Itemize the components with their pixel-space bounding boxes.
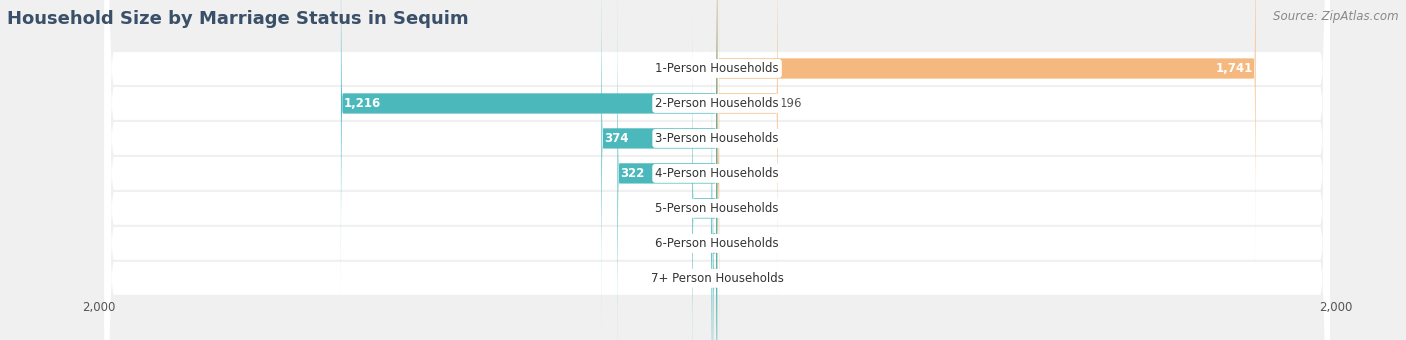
FancyBboxPatch shape (104, 0, 1330, 340)
FancyBboxPatch shape (717, 0, 720, 340)
Text: Household Size by Marriage Status in Sequim: Household Size by Marriage Status in Seq… (7, 10, 468, 28)
Text: 19: 19 (693, 237, 709, 250)
FancyBboxPatch shape (717, 0, 1256, 268)
Text: 1-Person Households: 1-Person Households (655, 62, 779, 75)
Text: 0: 0 (727, 202, 734, 215)
FancyBboxPatch shape (692, 9, 717, 340)
FancyBboxPatch shape (711, 44, 717, 340)
FancyBboxPatch shape (617, 0, 717, 340)
FancyBboxPatch shape (713, 79, 717, 340)
FancyBboxPatch shape (602, 0, 717, 338)
Text: 0: 0 (727, 272, 734, 285)
FancyBboxPatch shape (104, 0, 1330, 340)
Legend: Family, Nonfamily: Family, Nonfamily (634, 339, 800, 340)
Text: Source: ZipAtlas.com: Source: ZipAtlas.com (1274, 10, 1399, 23)
FancyBboxPatch shape (104, 0, 1330, 340)
FancyBboxPatch shape (717, 0, 778, 303)
Text: 80: 80 (675, 202, 690, 215)
Text: 5-Person Households: 5-Person Households (655, 202, 779, 215)
Text: 322: 322 (620, 167, 644, 180)
FancyBboxPatch shape (104, 0, 1330, 340)
FancyBboxPatch shape (104, 0, 1330, 340)
FancyBboxPatch shape (104, 0, 1330, 340)
Text: 374: 374 (603, 132, 628, 145)
Text: 2-Person Households: 2-Person Households (655, 97, 779, 110)
Text: 0: 0 (727, 237, 734, 250)
FancyBboxPatch shape (340, 0, 717, 303)
Text: 3-Person Households: 3-Person Households (655, 132, 779, 145)
Text: 6-Person Households: 6-Person Households (655, 237, 779, 250)
Text: 0: 0 (700, 62, 707, 75)
Text: 7+ Person Households: 7+ Person Households (651, 272, 783, 285)
Text: 4-Person Households: 4-Person Households (655, 167, 779, 180)
FancyBboxPatch shape (104, 0, 1330, 340)
Text: 14: 14 (695, 272, 710, 285)
Text: 1,216: 1,216 (343, 97, 381, 110)
Text: 7: 7 (721, 167, 730, 180)
Text: 0: 0 (727, 132, 734, 145)
Text: 1,741: 1,741 (1216, 62, 1253, 75)
Text: 196: 196 (780, 97, 803, 110)
